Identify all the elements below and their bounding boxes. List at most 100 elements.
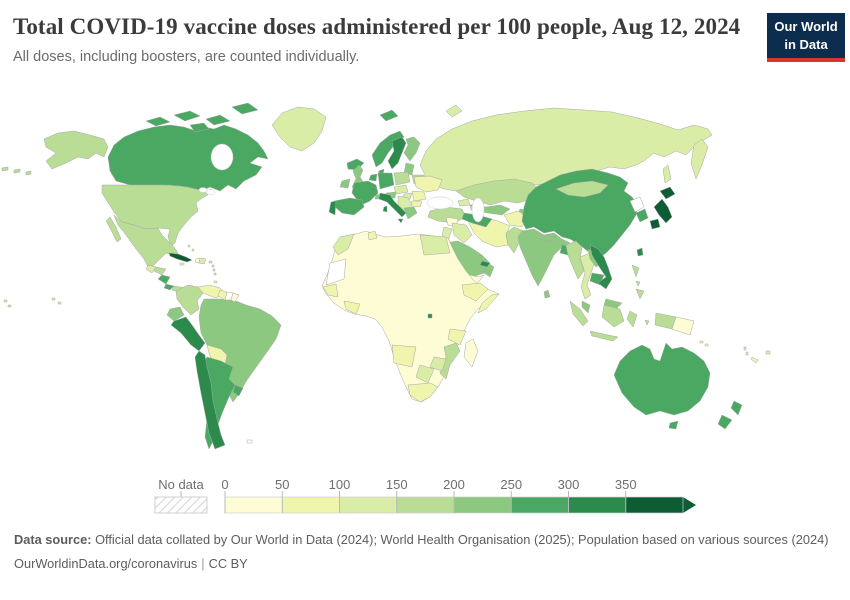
country-nicaragua[interactable] bbox=[157, 274, 171, 285]
legend-bin-250-300[interactable] bbox=[511, 497, 569, 513]
country-ethiopia[interactable] bbox=[461, 282, 489, 302]
country-vietnam[interactable] bbox=[589, 244, 613, 290]
owid-link[interactable]: OurWorldinData.org/coronavirus bbox=[14, 555, 198, 571]
country-peru[interactable] bbox=[170, 316, 206, 352]
country-italy[interactable] bbox=[378, 192, 407, 218]
country-taiwan[interactable] bbox=[636, 247, 644, 257]
country-papua-new-guinea[interactable] bbox=[671, 316, 695, 336]
country-france[interactable] bbox=[351, 180, 379, 206]
country-ukraine[interactable] bbox=[413, 175, 443, 193]
country-dominican-republic[interactable] bbox=[198, 257, 207, 265]
country-trinidad[interactable] bbox=[213, 280, 218, 284]
country-zimbabwe[interactable] bbox=[429, 356, 447, 372]
country-egypt[interactable] bbox=[419, 234, 451, 256]
legend-bin-50-100[interactable] bbox=[282, 497, 340, 513]
country-french-guiana[interactable] bbox=[230, 292, 240, 303]
country-rwanda[interactable] bbox=[427, 313, 433, 319]
country-new-caledonia[interactable] bbox=[750, 356, 759, 364]
country-tanzania[interactable] bbox=[447, 328, 467, 346]
country-ghana-cote-divoire[interactable] bbox=[343, 300, 361, 315]
country-falkland-islands[interactable] bbox=[246, 439, 253, 444]
country-myanmar[interactable] bbox=[565, 240, 585, 280]
country-madagascar[interactable] bbox=[463, 338, 479, 368]
footer: Data source: Official data collated by O… bbox=[14, 531, 832, 573]
country-canada[interactable] bbox=[107, 124, 269, 192]
country-angola[interactable] bbox=[391, 344, 417, 368]
country-solomon-islands[interactable] bbox=[699, 340, 709, 347]
country-russia-novaya-zemlya[interactable] bbox=[445, 104, 463, 118]
license-label[interactable]: CC BY bbox=[208, 555, 248, 571]
country-morocco[interactable] bbox=[332, 233, 355, 256]
country-japan[interactable] bbox=[649, 186, 676, 230]
country-vanuatu[interactable] bbox=[743, 346, 749, 356]
country-usa-aleutians[interactable] bbox=[1, 166, 32, 176]
legend-bin-150-200[interactable] bbox=[396, 497, 454, 513]
legend-no-data-swatch[interactable] bbox=[154, 496, 208, 514]
legend-bin-0-50[interactable] bbox=[225, 497, 283, 513]
country-colombia[interactable] bbox=[175, 284, 204, 316]
country-svalbard[interactable] bbox=[379, 109, 399, 122]
country-puerto-rico[interactable] bbox=[208, 260, 213, 264]
country-south-africa[interactable] bbox=[407, 382, 439, 403]
country-nepal[interactable] bbox=[539, 234, 557, 243]
country-india[interactable] bbox=[517, 228, 571, 287]
country-portugal[interactable] bbox=[328, 200, 337, 216]
country-western-sahara-mauritania[interactable] bbox=[325, 258, 347, 286]
country-north-korea[interactable] bbox=[629, 196, 645, 213]
legend-bin-100-150[interactable] bbox=[339, 497, 397, 513]
country-south-korea[interactable] bbox=[635, 208, 649, 223]
country-mongolia[interactable] bbox=[555, 180, 609, 198]
country-tunisia[interactable] bbox=[367, 230, 378, 241]
owid-logo[interactable]: Our World in Data bbox=[767, 13, 845, 62]
country-pacific-islands[interactable] bbox=[3, 297, 62, 308]
country-indonesia[interactable] bbox=[569, 300, 677, 342]
country-guatemala[interactable] bbox=[145, 264, 157, 274]
country-italy-islands[interactable] bbox=[382, 205, 404, 224]
country-oman[interactable] bbox=[483, 262, 495, 278]
country-canada-arctic-islands[interactable] bbox=[145, 102, 259, 133]
country-sri-lanka[interactable] bbox=[543, 289, 551, 299]
country-russia-sakhalin[interactable] bbox=[662, 164, 672, 184]
country-uruguay[interactable] bbox=[232, 384, 244, 397]
country-fiji[interactable] bbox=[765, 350, 771, 355]
country-sweden[interactable] bbox=[387, 136, 407, 170]
country-bulgaria[interactable] bbox=[410, 200, 423, 208]
country-romania[interactable] bbox=[411, 190, 427, 202]
country-honduras[interactable] bbox=[153, 266, 167, 276]
country-germany[interactable] bbox=[377, 172, 395, 190]
country-georgia[interactable] bbox=[457, 198, 471, 207]
country-iraq[interactable] bbox=[451, 222, 473, 244]
country-ecuador[interactable] bbox=[166, 306, 185, 322]
country-senegal-guinea[interactable] bbox=[322, 283, 339, 298]
country-spain[interactable] bbox=[333, 197, 365, 216]
legend-bin-300-350[interactable] bbox=[568, 497, 626, 513]
country-jamaica[interactable] bbox=[179, 262, 185, 266]
legend-tick-label-250: 250 bbox=[500, 477, 522, 492]
country-chile[interactable] bbox=[194, 350, 226, 450]
country-uae[interactable] bbox=[479, 260, 491, 268]
country-lesser-antilles[interactable] bbox=[211, 264, 217, 276]
legend-bin-350+[interactable] bbox=[625, 497, 696, 513]
country-usa-alaska[interactable] bbox=[43, 130, 109, 170]
country-cuba[interactable] bbox=[168, 252, 193, 263]
country-australia[interactable] bbox=[613, 342, 711, 416]
country-bahamas[interactable] bbox=[187, 244, 195, 252]
country-australia-tasmania[interactable] bbox=[668, 420, 679, 430]
country-philippines[interactable] bbox=[631, 264, 645, 300]
country-ireland[interactable] bbox=[339, 178, 351, 189]
country-new-zealand[interactable] bbox=[717, 400, 743, 430]
country-greenland[interactable] bbox=[271, 106, 327, 152]
legend-tick-label-0: 0 bbox=[221, 477, 228, 492]
map-legend: No data 0 50 100 150 200 250 300 350 bbox=[0, 476, 850, 516]
country-czech-slovakia[interactable] bbox=[393, 184, 409, 195]
country-poland[interactable] bbox=[393, 171, 411, 186]
country-costa-rica[interactable] bbox=[163, 283, 175, 291]
country-russia-kamchatka[interactable] bbox=[690, 138, 709, 180]
country-greece[interactable] bbox=[403, 206, 418, 220]
country-mexico-baja[interactable] bbox=[105, 216, 122, 243]
country-china[interactable] bbox=[521, 168, 639, 260]
legend-bin-200-250[interactable] bbox=[454, 497, 512, 513]
country-benelux[interactable] bbox=[368, 173, 378, 182]
country-finland[interactable] bbox=[403, 136, 421, 162]
country-somalia[interactable] bbox=[477, 293, 500, 314]
